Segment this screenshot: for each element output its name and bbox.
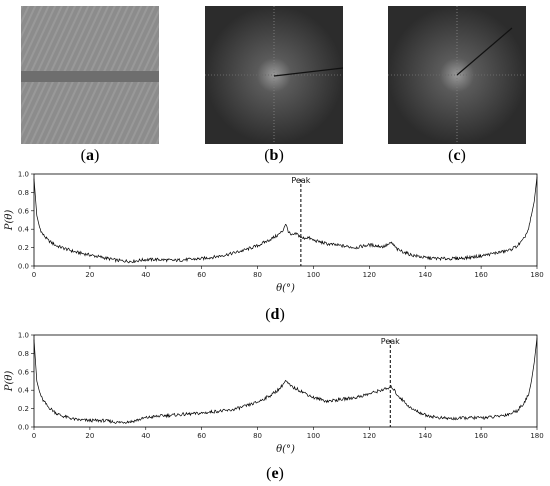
- x-tick-label: 140: [419, 271, 432, 279]
- series-line: [33, 176, 538, 264]
- chart-d: 0 20 40 60 80 100 120 140 160 180 0.0 0.2 0.4 0.6 0.8 1…: [4, 171, 544, 295]
- y-tick-label: 1.0: [18, 332, 29, 340]
- x-tick-label: 80: [253, 271, 262, 279]
- y-tick-label: 0.4: [18, 226, 30, 234]
- x-tick-label: 0: [32, 271, 36, 279]
- caption-c-close: ): [460, 147, 466, 164]
- x-tick-label: 40: [141, 271, 150, 279]
- caption-b-label: b: [269, 147, 279, 164]
- caption-e-label: e: [271, 465, 279, 482]
- orientation-line-b: [273, 67, 343, 77]
- caption-a: (a): [50, 147, 130, 165]
- panel-a-image: [21, 6, 159, 144]
- caption-b: (b): [234, 147, 314, 165]
- x-tick-label: 0: [32, 432, 36, 440]
- x-tick-label: 100: [307, 432, 320, 440]
- caption-c: (c): [417, 147, 497, 165]
- series-line: [33, 337, 538, 424]
- y-tick-label: 0.2: [18, 244, 29, 252]
- x-tick-label: 80: [253, 432, 262, 440]
- x-tick-label: 120: [363, 271, 376, 279]
- y-tick-label: 0.6: [18, 207, 30, 215]
- y-tick-label: 0.8: [18, 350, 29, 358]
- caption-d-close: ): [279, 306, 285, 323]
- caption-e-open: (: [266, 465, 272, 482]
- x-tick-label: 20: [85, 271, 94, 279]
- peak-label: Peak: [381, 337, 400, 346]
- y-tick-label: 0.0: [18, 424, 29, 432]
- fft-image-b: [205, 6, 343, 144]
- x-axis-label: θ(°): [276, 444, 295, 455]
- caption-c-label: c: [453, 147, 461, 164]
- x-tick-label: 20: [85, 432, 94, 440]
- y-tick-label: 0.0: [18, 263, 29, 271]
- caption-a-open: (: [80, 147, 86, 164]
- y-tick-label: 0.4: [18, 387, 30, 395]
- plot-frame: [33, 334, 538, 428]
- x-tick-label: 180: [530, 432, 543, 440]
- x-tick-label: 160: [474, 432, 487, 440]
- panel-c-image: [388, 6, 526, 144]
- orientation-line-c: [456, 27, 513, 76]
- y-axis-label: P(θ): [4, 371, 15, 393]
- caption-a-label: a: [86, 147, 94, 164]
- caption-a-close: ): [94, 147, 100, 164]
- caption-d-open: (: [265, 306, 271, 323]
- caption-b-close: ): [278, 147, 284, 164]
- caption-d-label: d: [270, 306, 280, 323]
- caption-e: (e): [235, 465, 315, 483]
- panel-b-image: [205, 6, 343, 144]
- chart-e: 0 20 40 60 80 100 120 140 160 180 0.0 0.2 0.4 0.6 0.8 1…: [4, 332, 544, 456]
- x-tick-label: 60: [197, 432, 206, 440]
- x-tick-label: 160: [474, 271, 487, 279]
- texture-band: [21, 71, 159, 82]
- fft-image-c: [388, 6, 526, 144]
- x-tick-label: 180: [530, 271, 543, 279]
- caption-c-open: (: [448, 147, 454, 164]
- y-tick-label: 0.2: [18, 405, 29, 413]
- x-tick-label: 60: [197, 271, 206, 279]
- caption-d: (d): [235, 306, 315, 324]
- texture-image: [21, 6, 159, 144]
- caption-e-close: ): [278, 465, 284, 482]
- x-tick-label: 140: [419, 432, 432, 440]
- x-tick-label: 100: [307, 271, 320, 279]
- peak-label: Peak: [291, 176, 310, 185]
- caption-b-open: (: [264, 147, 270, 164]
- y-axis-label: P(θ): [4, 210, 15, 232]
- x-tick-label: 40: [141, 432, 150, 440]
- x-tick-label: 120: [363, 432, 376, 440]
- plot-frame: [33, 173, 538, 267]
- y-tick-label: 0.6: [18, 368, 30, 376]
- y-tick-label: 0.8: [18, 189, 29, 197]
- x-axis-label: θ(°): [276, 283, 295, 294]
- y-tick-label: 1.0: [18, 171, 29, 179]
